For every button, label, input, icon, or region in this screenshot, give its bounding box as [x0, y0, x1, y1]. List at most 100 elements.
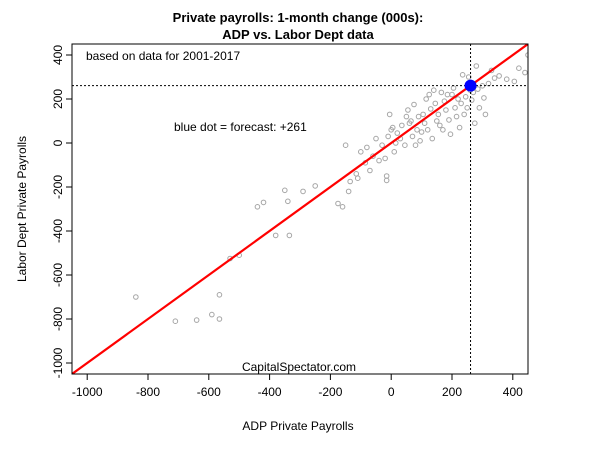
data-point: [172, 318, 179, 325]
data-point: [522, 69, 528, 76]
data-point: [427, 106, 434, 112]
data-point: [443, 107, 449, 113]
x-tick-label: 200: [442, 385, 462, 399]
data-point: [260, 199, 267, 206]
source-credit: CapitalSpectator.com: [242, 360, 356, 374]
data-point: [383, 177, 390, 184]
data-point: [458, 100, 464, 107]
data-point: [430, 87, 437, 93]
data-point: [358, 149, 364, 155]
data-point: [209, 311, 215, 318]
data-point: [472, 120, 478, 126]
data-point: [391, 149, 398, 155]
data-point: [282, 187, 288, 194]
data-point: [354, 175, 361, 181]
data-point: [286, 232, 293, 239]
data-point: [389, 124, 396, 131]
data-point: [449, 91, 455, 98]
data-point: [342, 142, 349, 148]
data-point: [364, 144, 370, 151]
y-tick-label: 200: [51, 89, 65, 109]
data-point: [447, 131, 454, 137]
data-point: [464, 105, 471, 111]
data-point: [415, 113, 422, 120]
data-point: [468, 97, 475, 103]
x-tick-label: 0: [388, 385, 395, 399]
data-point: [444, 91, 451, 98]
data-point: [434, 118, 440, 124]
data-point: [394, 130, 401, 136]
data-point: [409, 133, 416, 140]
fit-line: [72, 44, 528, 374]
data-point: [382, 155, 388, 162]
data-point: [133, 294, 139, 300]
data-point: [462, 94, 469, 100]
data-point: [496, 73, 502, 79]
y-tick-label: -800: [51, 307, 65, 331]
data-point: [435, 111, 442, 118]
data-point: [312, 183, 319, 189]
data-point: [421, 120, 428, 126]
data-point: [482, 111, 489, 118]
x-tick-label: -800: [136, 385, 160, 399]
data-point: [473, 63, 480, 69]
data-range-note: based on data for 2001-2017: [86, 49, 240, 63]
data-point: [491, 75, 498, 81]
chart-title: Private payrolls: 1-month change (000s):: [173, 10, 424, 25]
y-tick-label: -1000: [51, 347, 65, 378]
data-point: [438, 89, 445, 96]
y-tick-label: -400: [51, 219, 65, 243]
data-point: [385, 133, 391, 140]
data-point: [216, 316, 223, 322]
data-point: [399, 122, 405, 129]
y-axis-label: Labor Dept Private Payrolls: [15, 136, 29, 282]
fit-line-layer: [72, 44, 528, 374]
y-tick-label: -200: [51, 175, 65, 199]
x-axis-label: ADP Private Payrolls: [242, 419, 353, 433]
x-tick-label: -200: [318, 385, 342, 399]
data-point: [339, 204, 346, 210]
y-axis: -1000 -800 -600 -400 -200 0 200 400: [51, 45, 73, 378]
data-point: [429, 135, 436, 142]
data-point: [405, 107, 411, 113]
data-point: [403, 113, 410, 120]
data-point: [476, 105, 483, 111]
y-tick-label: -600: [51, 263, 65, 287]
data-point: [376, 157, 382, 164]
y-tick-label: 400: [51, 45, 65, 65]
data-point: [411, 101, 417, 108]
data-point: [373, 135, 379, 142]
data-point: [452, 105, 458, 111]
data-point: [408, 118, 414, 124]
data-point: [367, 167, 373, 174]
data-point: [345, 188, 352, 195]
x-tick-label: -600: [197, 385, 221, 399]
data-point: [511, 78, 518, 85]
data-point: [424, 127, 431, 133]
data-point: [455, 96, 461, 102]
data-point: [459, 72, 466, 78]
data-point: [475, 86, 481, 92]
x-tick-label: -400: [258, 385, 282, 399]
data-point: [417, 138, 423, 144]
data-point: [216, 292, 223, 298]
data-point: [440, 127, 446, 133]
data-point: [525, 52, 528, 58]
data-point: [379, 142, 385, 148]
x-tick-label: 400: [503, 385, 523, 399]
data-point: [488, 67, 495, 74]
data-point: [300, 188, 306, 195]
data-point: [456, 124, 463, 131]
data-point: [347, 178, 353, 185]
data-point: [254, 204, 261, 210]
data-point: [437, 122, 443, 129]
data-point: [370, 153, 376, 159]
data-point: [285, 198, 291, 205]
data-point: [402, 142, 408, 148]
data-point: [461, 111, 467, 118]
data-point: [414, 127, 420, 133]
data-point: [450, 85, 457, 91]
x-tick-label: -1000: [72, 385, 103, 399]
data-point: [453, 113, 460, 120]
data-point: [272, 232, 279, 239]
